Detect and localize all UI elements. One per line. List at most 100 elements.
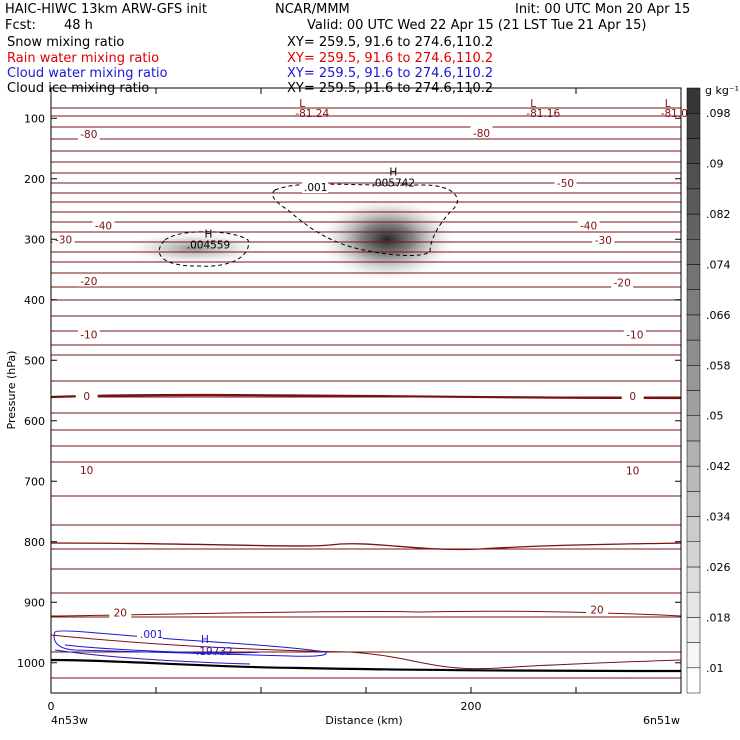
field-snow-name: Snow mixing ratio [7,35,125,50]
colorbar-box [686,566,701,593]
isotherm-line [51,172,681,174]
field-snow-xy: XY= 259.5, 91.6 to 274.6,110.2 [287,35,494,50]
colorbar: .01 .018 .026 .034 .042 .05 .058 .066 .074 .082 .0… [686,87,731,694]
colorbar-box [686,591,701,618]
isotherm-label-bg [470,126,493,139]
ice-contour-label: .001 [304,182,327,194]
colorbar-box [686,339,701,366]
colorbar-box [686,289,701,316]
isotherm-label: -40 [580,220,597,232]
colorbar-box [686,465,701,492]
colorbar-label: .058 [706,359,731,372]
low-marker: L [665,98,671,110]
cloudwater-contour [64,644,261,654]
isotherm-line [51,354,681,356]
isotherm-label: -20 [614,277,631,289]
y-tick-label: 900 [24,596,45,609]
isotherm-label-bg [75,389,98,402]
isotherm-line [51,524,681,526]
isotherm-line [51,241,681,243]
colorbar-box [686,112,701,139]
isotherm-line [51,126,681,128]
isotherm-line [51,344,681,346]
colorbar-label: .018 [706,611,731,624]
ice-contour-label-bg [302,182,328,193]
isotherm-line [51,221,681,223]
isotherm-line [51,651,681,653]
snow-shade-west [118,230,269,267]
y-tick-label: 1000 [17,657,45,670]
isotherm-line [51,568,681,570]
isotherm-label-bg [52,232,75,245]
low-marker: L [530,98,536,110]
isotherm-line [51,286,681,288]
isotherm-line [51,161,681,163]
ice-contour-east [272,183,458,256]
isotherm-line [51,412,681,414]
isotherm-label-bg [92,218,115,231]
isotherm-line [51,542,681,551]
isotherm-line [51,315,681,317]
isotherm-line [51,677,681,679]
isotherm-line [51,299,681,301]
ice-max-marker: H [389,167,397,179]
plot-frame [50,87,682,694]
isotherm-line [51,201,681,203]
isotherm-label-bg [75,463,98,476]
isotherm-line [51,634,681,670]
isotherm-label: -30 [595,235,612,247]
y-tick-label: 300 [24,233,45,246]
org-label: NCAR/MMM [275,2,350,17]
isotherm-label-bg [77,274,100,287]
colorbar-box [686,415,701,442]
isotherm-line [51,138,681,140]
ice-max-value: .005742 [372,178,415,190]
y-tick-label: 700 [24,475,45,488]
isotherm-label-bg [592,233,615,246]
isotherm-label-bg [623,327,646,340]
isotherm-zero [51,393,681,400]
colorbar-box [686,491,701,517]
x-axis-title: Distance (km) [325,714,402,727]
colorbar-label: .09 [706,158,724,171]
isotherm-label: -30 [55,234,72,246]
colorbar-box [686,314,701,341]
isotherm-label: 20 [590,605,603,617]
field-rain-xy: XY= 259.5, 91.6 to 274.6,110.2 [287,51,494,66]
terrain-line [51,658,681,673]
colorbar-label: .026 [706,561,731,574]
ice-max-marker: H [205,228,213,240]
isotherm-label-bg [586,603,608,616]
colorbar-unit: g kg⁻¹ [705,84,739,97]
colorbar-box [686,390,701,416]
valid-time: Valid: 00 UTC Wed 22 Apr 15 (21 LST Tue … [307,18,647,33]
colorbar-box [686,163,701,190]
isotherm-label-bg [577,218,600,231]
colorbar-box [686,642,701,669]
init-time: Init: 00 UTC Mon 20 Apr 15 [515,2,691,17]
colorbar-label: .074 [706,258,731,271]
isotherm-label: -20 [80,276,97,288]
isotherm-line [51,115,681,117]
isotherm-label-bg [77,327,100,340]
cloudwater-contour [54,649,251,665]
colorbar-box [686,138,701,164]
colorbar-box [686,667,701,694]
isotherm-line [51,445,681,447]
isotherm-label: 10 [626,465,639,477]
isotherm-label: -10 [626,329,643,341]
isotherm-line [51,107,681,109]
isotherm-line [51,192,681,194]
cloudwater-max-marker: H [201,634,209,646]
isotherm-label: -50 [557,178,574,190]
snow-shade-east [315,195,459,284]
isotherm-line [51,495,681,497]
x-end-label: 6n51w [643,714,680,727]
x-tick-label: 0 [48,700,55,713]
isotherm-label-bg [621,463,644,476]
cloudwater-label-bg [137,629,163,641]
colorbar-box [686,365,701,391]
y-tick-label: 200 [24,173,45,186]
isotherm-label: 20 [114,608,127,620]
field-cloudwater-name: Cloud water mixing ratio [7,66,168,81]
